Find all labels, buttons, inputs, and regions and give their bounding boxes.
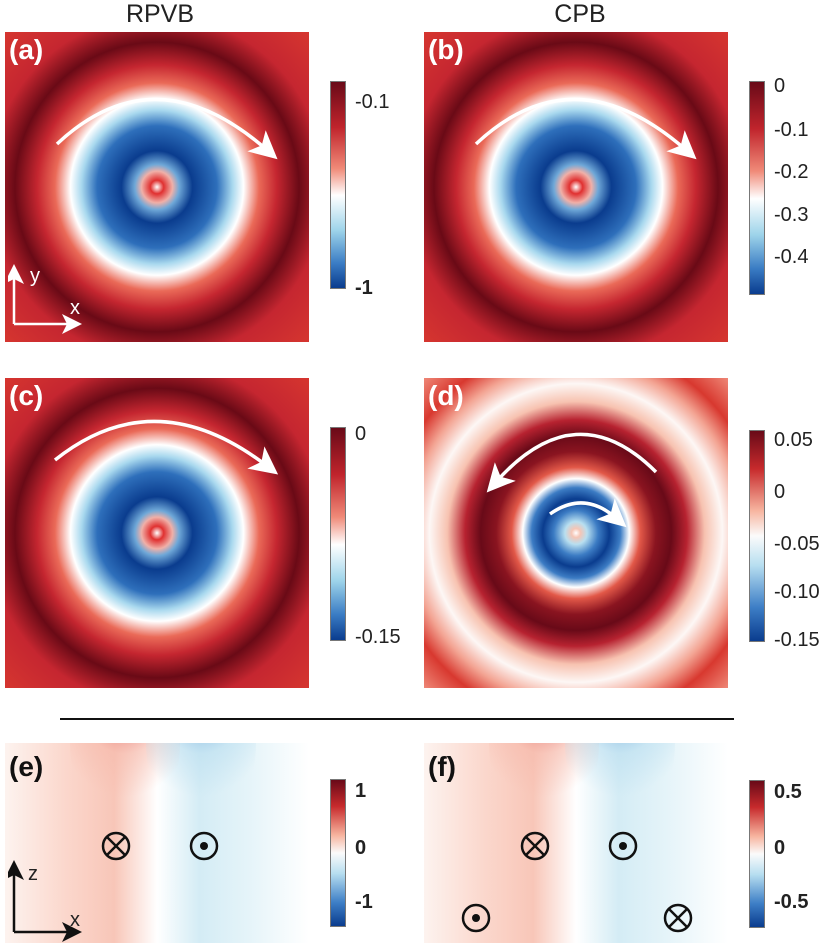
colorbar-d-tick: -0.10 (774, 581, 820, 603)
colorbar-e-tick: 1 (355, 780, 367, 802)
panel-e: (e) (5, 743, 309, 943)
colorbar-b-tick: -0.4 (774, 246, 809, 268)
into-page-icon (663, 903, 693, 933)
rotation-arrow (55, 97, 278, 160)
colorbar-b-tick: 0 (774, 75, 786, 97)
colorbar-f-tick: 0.5 (774, 781, 802, 803)
colorbar-f (749, 780, 765, 928)
colorbar-c-tick: -0.15 (355, 626, 401, 648)
colorbar-b (749, 81, 765, 295)
panel-label-b: (b) (428, 34, 464, 65)
colorbar-d-tick: -0.05 (774, 533, 820, 555)
panel-d: (d) (424, 378, 728, 688)
colorbar-f-tick: 0 (774, 837, 786, 859)
colorbar-a-tick: -1 (355, 277, 373, 299)
panel-label-a: (a) (9, 34, 44, 65)
axis-label-y: y (30, 265, 40, 287)
rotation-arrow-outer (486, 432, 658, 493)
axis-indicator-xz: z x (4, 858, 88, 942)
colorbar-e-tick: -1 (355, 891, 373, 913)
axis-label-x: x (70, 297, 80, 319)
colorbar-b-tick: -0.2 (774, 161, 809, 183)
into-page-icon (520, 831, 550, 861)
colorbar-b-tick: -0.1 (774, 119, 809, 141)
colorbar-d-tick: 0 (774, 481, 786, 503)
colorbar-d-tick: -0.15 (774, 629, 820, 651)
colorbar-f-tick: -0.5 (774, 891, 809, 913)
colorbar-b-tick: -0.3 (774, 204, 809, 226)
out-of-page-icon (189, 831, 219, 861)
colorbar-e-tick: 0 (355, 837, 367, 859)
panel-c: (c) (5, 378, 309, 688)
axis-label-z: z (28, 863, 38, 885)
colorbar-a-tick: -0.1 (355, 91, 390, 113)
panel-label-d: (d) (428, 380, 464, 411)
panel-label-f: (f) (428, 751, 456, 782)
into-page-icon (101, 831, 131, 861)
out-of-page-icon (608, 831, 638, 861)
panel-f: (f) (424, 743, 728, 943)
colorbar-c-tick: 0 (355, 423, 367, 445)
colorbar-e (330, 779, 346, 927)
panel-label-c: (c) (9, 380, 44, 411)
rotation-arrow (474, 97, 697, 160)
out-of-page-icon (461, 903, 491, 933)
column-title-cpb: CPB (554, 0, 606, 28)
column-title-rpvb: RPVB (125, 0, 195, 28)
axis-label-x: x (70, 909, 80, 931)
panel-b: (b) (424, 32, 728, 342)
panel-a: (a) (5, 32, 309, 342)
axis-indicator-xy: y x (4, 262, 88, 334)
colorbar-d-tick: 0.05 (774, 429, 813, 451)
rotation-arrow (53, 419, 279, 475)
colorbar-c (330, 427, 346, 641)
panel-label-e: (e) (9, 751, 44, 782)
section-divider (60, 718, 734, 720)
colorbar-a (330, 81, 346, 289)
colorbar-d (749, 430, 765, 642)
rotation-arrow-inner (548, 498, 627, 528)
